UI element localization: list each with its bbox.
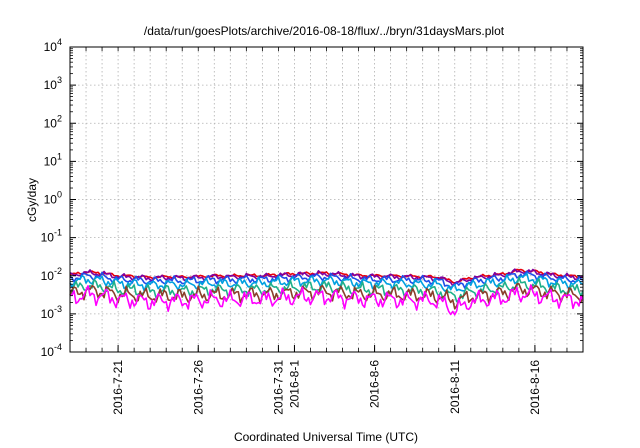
x-tick-label: 2016-8-6	[368, 360, 382, 408]
y-axis-label: cGy/day	[25, 178, 39, 222]
y-ticks: 10-4 10-3 10-2 10-1 100 101 102 103 104	[41, 37, 583, 359]
y-tick-label: 101	[44, 151, 62, 168]
x-ticks: 2016-7-21 2016-7-26 2016-7-31 2016-8-1 2016-…	[85, 47, 568, 415]
x-tick-label: 2016-7-21	[111, 360, 125, 415]
x-tick-label: 2016-8-11	[448, 360, 462, 414]
y-tick-label: 10-1	[41, 228, 62, 245]
y-tick-label: 10-2	[41, 266, 62, 283]
x-tick-label: 2016-7-31	[271, 360, 285, 415]
series-line	[69, 284, 584, 316]
chart-title: /data/run/goesPlots/archive/2016-08-18/f…	[144, 24, 505, 38]
y-tick-label: 104	[44, 37, 62, 54]
series-layer	[69, 268, 584, 316]
series-line	[69, 272, 584, 292]
x-tick-label: 2016-8-1	[287, 360, 301, 408]
y-tick-label: 10-3	[41, 304, 62, 321]
y-tick-label: 100	[44, 190, 62, 207]
x-tick-label: 2016-8-16	[528, 360, 542, 415]
x-tick-label: 2016-7-26	[191, 360, 205, 415]
y-tick-label: 10-4	[41, 342, 62, 359]
x-axis-label: Coordinated Universal Time (UTC)	[234, 430, 418, 444]
grid	[70, 47, 583, 352]
y-tick-label: 102	[44, 113, 62, 130]
y-tick-label: 103	[44, 75, 62, 92]
series-line	[69, 270, 584, 289]
